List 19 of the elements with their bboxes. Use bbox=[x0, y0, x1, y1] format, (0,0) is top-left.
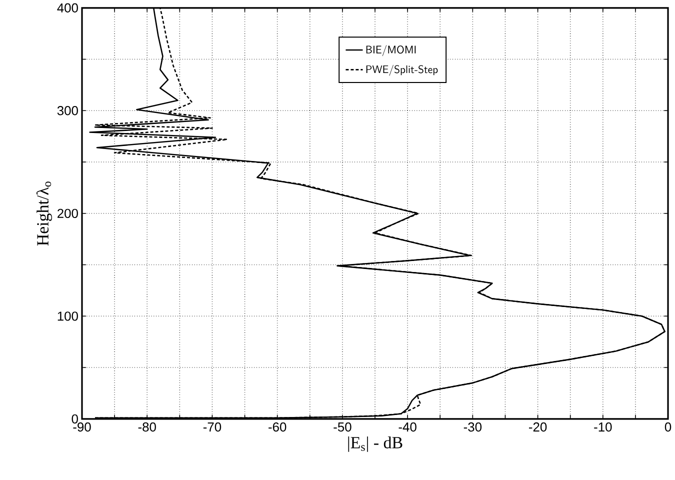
x-axis-title: |E$_{s}$| - dB bbox=[348, 436, 402, 452]
x-tick-label: -80 bbox=[138, 422, 156, 432]
x-tick-label: -10 bbox=[594, 422, 612, 432]
y-tick-label: 400 bbox=[57, 3, 78, 13]
y-tick-label: 0 bbox=[72, 414, 78, 424]
x-tick-label: -20 bbox=[529, 422, 547, 432]
y-tick-label: 200 bbox=[58, 208, 78, 218]
y-tick-label: 100 bbox=[58, 312, 78, 321]
x-tick-label: -50 bbox=[334, 422, 352, 432]
x-tick-label: 0 bbox=[664, 422, 672, 432]
y-axis-title: Height/λ$_{o}$ bbox=[36, 182, 52, 246]
x-tick-label: -40 bbox=[398, 422, 416, 432]
legend-label: BIE/MOMI bbox=[366, 45, 416, 56]
x-tick-label: -60 bbox=[268, 422, 286, 432]
y-tick-label: 300 bbox=[57, 106, 78, 116]
x-tick-label: -90 bbox=[73, 422, 91, 432]
x-tick-label: -70 bbox=[203, 422, 222, 432]
x-tick-label: -30 bbox=[464, 422, 482, 432]
legend-label: PWE/Split-Step bbox=[366, 64, 438, 76]
